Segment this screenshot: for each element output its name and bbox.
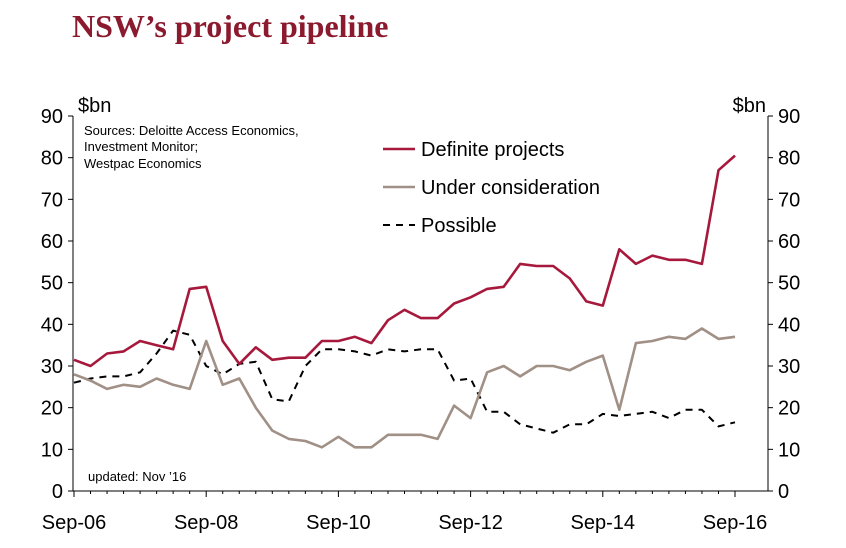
legend: Definite projects Under consideration Poss…	[383, 139, 600, 237]
y-tick-label-left: 40	[41, 314, 63, 336]
x-tick-label: Sep-10	[306, 512, 371, 534]
x-tick-label: Sep-14	[571, 512, 636, 534]
y-tick-label-left: 70	[41, 189, 63, 211]
series-line-under-consideration	[73, 327, 736, 449]
source-note-line-1: Sources: Deloitte Access Economics,	[84, 123, 299, 138]
y-tick-label-left: 30	[41, 356, 63, 378]
axes: 0 0 10 10 20 20 30 30 40 40 50 50 60 60 70 70 80 80 90 90 Se…	[41, 106, 801, 534]
legend-label: Definite projects	[421, 139, 564, 161]
legend-label: Under consideration	[421, 177, 600, 199]
y-tick-label-right: 80	[778, 148, 800, 170]
x-tick-label: Sep-08	[174, 512, 239, 534]
x-tick-label: Sep-06	[42, 512, 107, 534]
legend-label: Possible	[421, 215, 497, 237]
x-tick-label: Sep-12	[438, 512, 503, 534]
series-line-possible	[73, 329, 736, 434]
y-tick-label-right: 90	[778, 106, 800, 128]
series-line-definite-projects	[73, 154, 736, 368]
y-tick-label-right: 0	[778, 481, 789, 503]
source-note-line-2: Investment Monitor;	[84, 139, 198, 154]
updated-note: updated: Nov ’16	[88, 469, 186, 484]
source-note-line-3: Westpac Economics	[84, 156, 202, 171]
y-tick-label-right: 50	[778, 273, 800, 295]
y-tick-label-left: 60	[41, 231, 63, 253]
y-tick-label-right: 60	[778, 231, 800, 253]
y-tick-label-left: 10	[41, 439, 63, 461]
chart-title: NSW’s project pipeline	[72, 8, 389, 44]
y-tick-label-right: 10	[778, 439, 800, 461]
y-axis-label-right: $bn	[733, 95, 766, 117]
y-tick-label-right: 30	[778, 356, 800, 378]
y-tick-label-left: 0	[52, 481, 63, 503]
series-lines	[73, 154, 736, 449]
y-tick-label-right: 40	[778, 314, 800, 336]
y-axis-label-left: $bn	[78, 95, 111, 117]
y-tick-label-right: 20	[778, 398, 800, 420]
y-tick-label-left: 80	[41, 148, 63, 170]
y-tick-label-left: 50	[41, 273, 63, 295]
y-tick-label-left: 20	[41, 398, 63, 420]
y-tick-label-right: 70	[778, 189, 800, 211]
x-tick-label: Sep-16	[703, 512, 768, 534]
y-tick-label-left: 90	[41, 106, 63, 128]
chart-notes: Sources: Deloitte Access Economics, Inve…	[78, 95, 766, 484]
